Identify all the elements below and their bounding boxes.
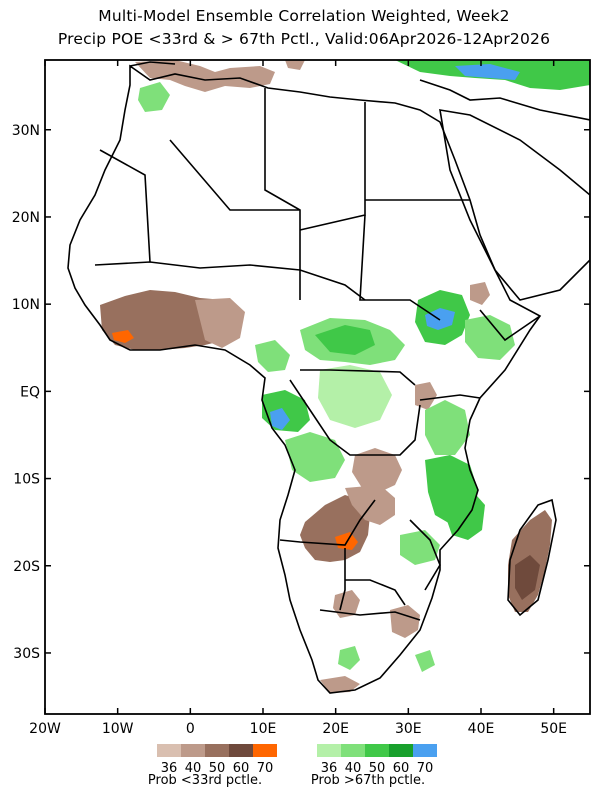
coastline-and-borders <box>67 61 590 694</box>
y-tick-label: 10S <box>13 472 40 488</box>
madagascar-outline <box>507 498 557 617</box>
plot-frame <box>44 59 591 715</box>
legend-above-label: Prob >67th pctle. <box>311 773 425 788</box>
legend-swatch <box>341 744 365 757</box>
border-botswana <box>345 579 406 606</box>
x-tick-label: 20E <box>322 721 349 737</box>
legend-number: 40 <box>345 761 362 776</box>
above-area-gabon-congo <box>262 390 310 432</box>
legend-number: 50 <box>209 761 226 776</box>
above-area-mozambique <box>445 488 485 540</box>
above-area-turkey-extreme <box>455 64 520 80</box>
above-area-morocco <box>138 82 170 112</box>
border-west <box>99 149 151 263</box>
x-tick-label: 20W <box>29 721 61 737</box>
below-area-morocco <box>285 60 305 70</box>
border-angola <box>279 499 376 546</box>
legend-swatch <box>229 744 253 757</box>
legend-number: 70 <box>257 761 274 776</box>
x-tick-label: 10E <box>250 721 277 737</box>
x-tick-label: 40E <box>468 721 495 737</box>
legend-number: 36 <box>321 761 338 776</box>
above-area-south-africa <box>338 646 360 670</box>
border-namibia <box>339 548 346 611</box>
legend-number: 60 <box>393 761 410 776</box>
x-tick-label: 0 <box>186 721 195 737</box>
below-area-west-africa-light <box>195 298 245 348</box>
above-area-drc-center <box>318 365 392 428</box>
border-central <box>300 369 416 386</box>
border-mozambique <box>409 519 441 591</box>
legend-number: 60 <box>233 761 250 776</box>
legend-swatch <box>205 744 229 757</box>
above-area-drc-west <box>285 432 345 482</box>
y-tick-label: 20S <box>13 559 40 575</box>
y-tick-label: 20N <box>12 210 40 226</box>
legend-number: 70 <box>417 761 434 776</box>
below-area-congo <box>352 448 402 492</box>
legend-below-label: Prob <33rd pctle. <box>148 773 262 788</box>
legend-number: 40 <box>185 761 202 776</box>
legend-swatch <box>413 744 437 757</box>
map-title-line1: Multi-Model Ensemble Correlation Weighte… <box>98 7 510 25</box>
y-tick-label: 30N <box>12 123 40 139</box>
border-north-1 <box>169 139 300 211</box>
border-north-2 <box>264 88 301 300</box>
border-sudan <box>359 214 441 321</box>
below-area-cape <box>320 676 360 693</box>
above-area-natal <box>415 650 435 672</box>
legend-number: 50 <box>369 761 386 776</box>
y-axis: 30N 20N 10N EQ 10S 20S 30S <box>12 123 590 662</box>
y-tick-label: 30S <box>13 646 40 662</box>
legend-swatch <box>365 744 389 757</box>
legend-swatch <box>181 744 205 757</box>
legend-swatch <box>389 744 413 757</box>
below-area-lake-victoria <box>415 382 437 410</box>
legend-swatch <box>157 744 181 757</box>
y-tick-label: EQ <box>20 384 40 400</box>
below-area-north-africa <box>135 60 275 92</box>
border-north-3 <box>299 102 366 231</box>
x-tick-label: 50E <box>540 721 567 737</box>
above-area-ethiopia-east <box>465 315 515 360</box>
below-extreme-liberia <box>112 330 134 343</box>
below-area-zambia-light <box>345 485 395 525</box>
border-congo <box>289 379 421 456</box>
above-area-nile-flood <box>425 308 455 330</box>
below-area-botswana <box>333 590 360 618</box>
legend-below-normal: 36 40 50 60 70 Prob <33rd pctle. <box>148 744 277 788</box>
above-area-gabon-extreme <box>270 408 290 430</box>
below-area-madagascar-dark <box>515 555 540 600</box>
probability-shading <box>100 60 590 693</box>
x-tick-label: 30E <box>395 721 422 737</box>
x-axis: 20W 10W 0 10E 20E 30E 40E 50E <box>29 60 567 737</box>
below-area-ethiopia <box>470 282 490 305</box>
y-tick-label: 10N <box>12 297 40 313</box>
iberia-coast <box>129 61 176 67</box>
border-horn <box>479 309 541 342</box>
x-tick-label: 10W <box>102 721 134 737</box>
africa-coastline <box>67 64 542 694</box>
legend-number: 36 <box>161 761 178 776</box>
legend-above-normal: 36 40 50 60 70 Prob >67th pctle. <box>311 744 437 788</box>
above-area-zimbabwe <box>400 530 440 565</box>
legend-swatch <box>253 744 277 757</box>
above-area-east-africa <box>425 400 470 455</box>
below-area-south-africa <box>390 605 420 638</box>
legend-swatch <box>317 744 341 757</box>
middle-east-outline <box>419 79 590 121</box>
border-south-africa <box>319 609 421 621</box>
above-area-cameroon <box>255 340 290 372</box>
arabia-outline <box>439 109 590 301</box>
border-east <box>419 394 481 401</box>
above-area-central-africa-mid <box>315 325 375 355</box>
map-title-line2: Precip POE <33rd & > 67th Pctl., Valid:0… <box>57 30 551 48</box>
